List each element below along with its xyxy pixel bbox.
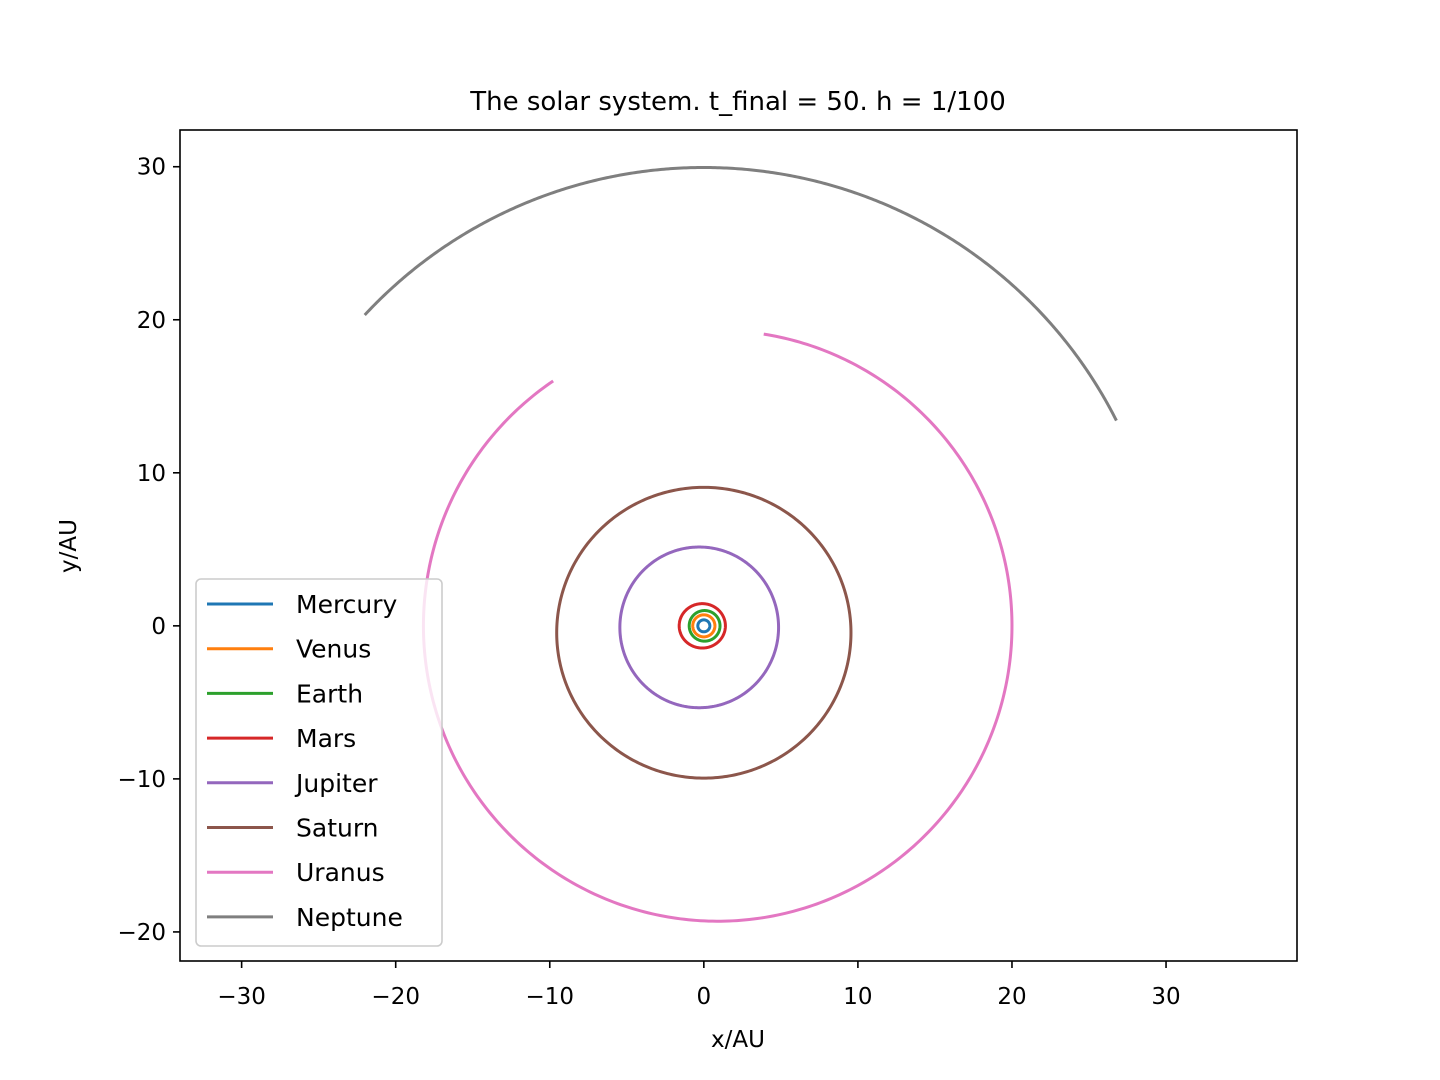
orbit-mercury xyxy=(696,618,712,634)
legend: Mercury Venus Earth Mars Jupiter Saturn Uranus… xyxy=(195,578,443,947)
y-tick-label: 0 xyxy=(151,614,166,640)
legend-label-venus: Venus xyxy=(296,635,371,664)
orbit-venus xyxy=(691,613,717,639)
legend-box xyxy=(195,578,443,947)
y-axis-label: y/AU xyxy=(56,519,82,573)
x-axis: −30 −20 −10 0 10 20 30 xyxy=(217,961,1181,1010)
x-tick-label: −10 xyxy=(525,984,574,1010)
x-tick-label: 30 xyxy=(1151,984,1180,1010)
legend-label-saturn: Saturn xyxy=(296,814,379,843)
y-tick-label: 30 xyxy=(137,155,166,181)
x-tick-label: 0 xyxy=(697,984,712,1010)
y-axis: −20 −10 0 10 20 30 xyxy=(117,155,180,946)
legend-label-neptune: Neptune xyxy=(296,903,403,932)
orbit-earth xyxy=(687,609,722,643)
x-tick-label: 10 xyxy=(843,984,872,1010)
legend-label-mercury: Mercury xyxy=(296,590,398,619)
x-axis-label: x/AU xyxy=(711,1027,765,1053)
y-tick-label: 10 xyxy=(137,461,166,487)
y-tick-label: −20 xyxy=(117,920,166,946)
legend-label-uranus: Uranus xyxy=(296,858,385,887)
orbit-neptune xyxy=(363,165,1118,422)
plot-frame xyxy=(179,129,1298,962)
x-tick-label: −30 xyxy=(217,984,266,1010)
x-tick-label: −20 xyxy=(371,984,420,1010)
orbit-jupiter xyxy=(618,545,781,710)
orbit-mars xyxy=(677,602,727,650)
legend-label-jupiter: Jupiter xyxy=(294,769,378,798)
y-tick-label: 20 xyxy=(137,308,166,334)
y-tick-label: −10 xyxy=(117,767,166,793)
legend-label-earth: Earth xyxy=(296,679,363,708)
chart-title: The solar system. t_final = 50. h = 1/10… xyxy=(469,87,1006,117)
orbit-saturn xyxy=(555,485,853,780)
legend-label-mars: Mars xyxy=(296,724,356,753)
x-tick-label: 20 xyxy=(997,984,1026,1010)
